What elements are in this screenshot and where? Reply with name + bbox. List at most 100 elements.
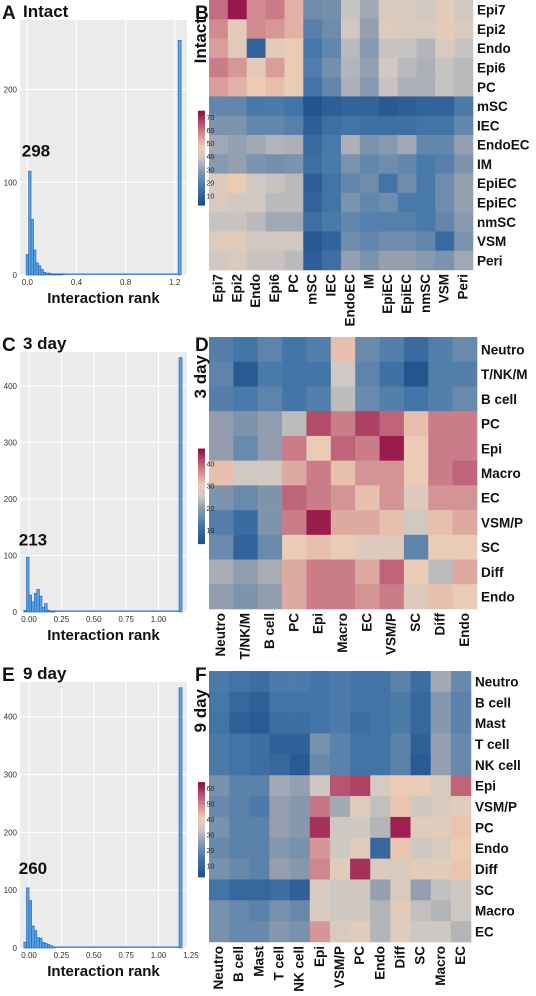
heatmap-cell (355, 534, 380, 560)
heatmap-row-label: VSM (477, 234, 506, 249)
heatmap-cell (209, 154, 229, 174)
heatmap-cell (341, 173, 361, 194)
heatmap-cell (257, 510, 283, 536)
heatmap-cell (269, 775, 290, 797)
colorbar-segment (198, 527, 205, 530)
colorbar-segment (198, 498, 205, 502)
heatmap-cell (435, 154, 455, 174)
colorbar-segment (198, 172, 205, 175)
colorbar-segment (198, 848, 205, 852)
histogram-bar (49, 610, 53, 613)
x-tick-label: 0.75 (118, 951, 134, 960)
heatmap-cell (450, 921, 472, 943)
heatmap-cell (209, 411, 234, 437)
heatmap-cell (289, 754, 311, 776)
colorbar-segment (198, 160, 205, 164)
heatmap-cell (430, 816, 452, 839)
colorbar-segment (198, 469, 205, 473)
colorbar-tick-label: 30 (207, 484, 215, 491)
colorbar-segment (198, 167, 205, 171)
heatmap-cell (430, 837, 452, 859)
heatmap-cell (246, 77, 266, 97)
panel-letter: B (195, 3, 209, 24)
heatmap-cell (306, 534, 332, 560)
heatmap-cell (284, 77, 304, 97)
heatmap-cell (428, 386, 453, 412)
heatmap-row-label: mSC (477, 99, 508, 114)
colorbar-segment (198, 805, 205, 809)
heatmap-cell (390, 921, 411, 943)
colorbar-segment (198, 519, 205, 523)
heatmap-cell (379, 411, 405, 437)
heatmap-col-label: B cell (231, 946, 246, 982)
heatmap-cell (370, 858, 391, 880)
heatmap-cell (390, 754, 411, 776)
colorbar-segment (198, 803, 205, 807)
heatmap-cell (322, 154, 342, 174)
heatmap-col-label: VSM/P (332, 946, 347, 988)
x-tick-label: 0.50 (86, 615, 102, 624)
heatmap-cell (322, 57, 342, 78)
heatmap-cell (227, 135, 248, 155)
heatmap-row-label: Diff (481, 565, 504, 580)
colorbar-segment (198, 843, 205, 847)
x-tick-label: 0.25 (54, 615, 70, 624)
heatmap-cell (428, 485, 453, 511)
heatmap-cell (306, 361, 332, 387)
colorbar-tick-label: 20 (207, 180, 215, 187)
heatmap-cell (410, 816, 431, 839)
colorbar-segment (198, 131, 205, 135)
heatmap-cell (249, 879, 270, 901)
heatmap-cell (233, 435, 259, 461)
heatmap-cell (209, 250, 229, 271)
x-axis-label: Interaction rank (47, 963, 160, 980)
heatmap-cell (403, 559, 429, 585)
heatmap-cell (410, 691, 431, 713)
colorbar-segment (198, 162, 205, 166)
heatmap-col-label: Mast (251, 946, 266, 977)
heatmap-cell (329, 900, 351, 922)
heatmap-cell (309, 816, 331, 839)
heatmap-cell (454, 192, 474, 213)
heatmap-cell (229, 921, 250, 943)
heatmap-cell (227, 57, 248, 78)
heatmap-cell (379, 435, 405, 461)
heatmap-cell (430, 671, 452, 693)
heatmap-cell (410, 796, 431, 818)
colorbar-segment (198, 165, 205, 168)
heatmap-col-label: nmSC (418, 274, 433, 313)
heatmap-row-label: PC (475, 820, 494, 835)
colorbar-segment (198, 200, 205, 204)
heatmap-cell (435, 38, 455, 59)
heatmap-cell (233, 584, 259, 610)
heatmap-col-label: Macro (335, 613, 350, 653)
heatmap-cell (379, 386, 405, 412)
heatmap-cell (428, 584, 453, 610)
heatmap-cell (410, 858, 431, 880)
x-tick-label: 0.0 (22, 278, 34, 287)
heatmap-cell (416, 173, 436, 194)
heatmap-cell (209, 775, 230, 797)
colorbar-segment (198, 808, 205, 811)
heatmap-cell (209, 733, 230, 755)
heatmap-cell (289, 712, 311, 734)
heatmap-cell (450, 671, 472, 693)
panel-letter: A (2, 3, 16, 24)
heatmap-cell (209, 712, 230, 734)
heatmap-cell (430, 900, 452, 922)
heatmap-cell (329, 691, 351, 713)
heatmap-cell (454, 212, 474, 232)
histogram-bar (36, 937, 40, 949)
heatmap-cell (329, 754, 351, 776)
heatmap-cell (269, 691, 290, 713)
heatmap-cell (249, 816, 270, 839)
heatmap-col-label: Epi (312, 946, 327, 967)
heatmap-cell (341, 0, 361, 20)
heatmap-cell (355, 411, 380, 437)
colorbar-tick-label: 60 (207, 128, 215, 135)
heatmap-cell (322, 0, 342, 20)
heatmap-cell (229, 733, 250, 755)
colorbar-segment (198, 841, 205, 845)
heatmap-cell (330, 510, 356, 536)
